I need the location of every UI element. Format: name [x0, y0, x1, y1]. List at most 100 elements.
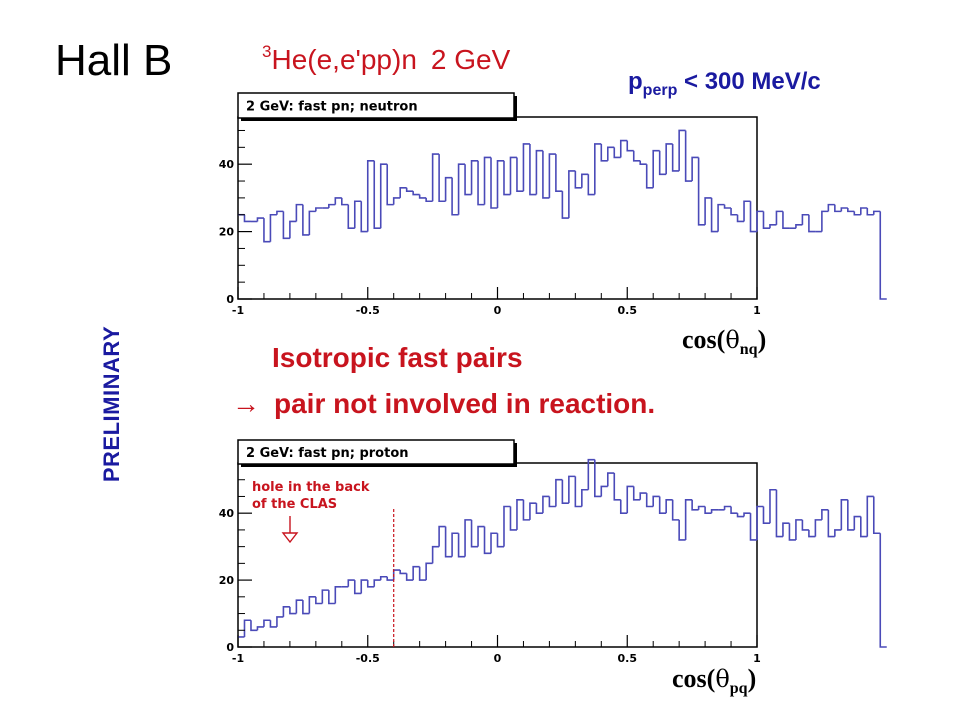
histogram-bin: [594, 143, 602, 195]
histogram-bin: [256, 626, 264, 631]
histogram-bin: [405, 187, 414, 192]
histogram-bin: [658, 496, 667, 514]
histogram-bin: [652, 495, 660, 507]
histogram-bin: [250, 620, 258, 632]
histogram-bin: [516, 499, 524, 530]
histogram-bin: [522, 499, 530, 521]
histogram-bin: [425, 197, 433, 203]
histogram-bin: [697, 505, 706, 510]
histogram-bin: [678, 519, 686, 541]
histogram-bin: [801, 519, 809, 531]
histogram-bin: [762, 211, 770, 230]
histogram-bin: [581, 488, 589, 507]
x-axis-label-prefix: cos(: [672, 664, 716, 693]
x-tick-label: -0.5: [356, 304, 380, 317]
histogram-bin: [263, 619, 271, 627]
histogram-bin: [840, 207, 848, 212]
histogram-bin: [723, 505, 732, 510]
histogram-bin: [412, 191, 420, 196]
histogram-bin: [866, 495, 874, 537]
down-arrow-icon: [281, 516, 299, 544]
histogram-bin: [509, 156, 517, 195]
histogram-bin: [639, 160, 647, 165]
x-tick-label: 0: [494, 652, 502, 665]
histogram-bin: [315, 207, 323, 212]
plot-title-box: [237, 439, 515, 465]
histogram-bin: [464, 519, 472, 557]
reaction-isotope-superscript: 3: [262, 41, 272, 61]
histogram-bin: [328, 590, 336, 605]
plot-frame: [237, 462, 758, 648]
axes: 0 20 40 -1 -0.5 0 0.5 1: [219, 129, 761, 317]
histogram-bin: [347, 579, 355, 587]
plot-title: 2 GeV: fast pn; proton: [246, 446, 409, 461]
histogram-bin: [444, 526, 453, 558]
histogram-bin: [606, 146, 615, 161]
y-tick-label: 40: [219, 158, 235, 171]
histogram-bin: [341, 197, 349, 206]
histogram-bin: [353, 580, 362, 595]
histogram-bin: [568, 170, 576, 219]
histogram-bin: [522, 143, 530, 192]
histogram-bin: [632, 150, 641, 162]
histogram-bin: [619, 499, 628, 514]
theta-symbol: θ: [715, 665, 730, 693]
histogram-bin: [872, 210, 881, 215]
reaction-label: 3He(e,e'pp)n 2 GeV: [262, 41, 510, 76]
x-tick-label: 1: [753, 652, 761, 665]
histogram-bin: [269, 620, 277, 628]
histogram-bin: [795, 519, 803, 540]
histogram-bin: [736, 214, 745, 223]
histogram-bin: [587, 458, 595, 490]
histogram-bin: [535, 503, 543, 514]
histogram-bin: [457, 533, 466, 558]
histogram-bin: [425, 562, 433, 581]
histogram-bin: [334, 197, 342, 205]
histogram-bin: [782, 211, 790, 230]
x-tick-label: 0.5: [618, 304, 638, 317]
histogram-bin: [581, 173, 589, 188]
histogram-bin: [496, 533, 504, 548]
y-tick-label: 40: [219, 507, 235, 520]
x-tick-label: -0.5: [356, 652, 380, 665]
histogram-bin: [373, 579, 381, 587]
axes: 0 20 40 -1 -0.5 0 0.5 1: [219, 462, 761, 665]
histogram-bin: [464, 164, 472, 196]
histogram-bin: [503, 160, 511, 196]
histogram-bin: [470, 160, 479, 195]
clas-hole-annotation: hole in the back of the CLAS: [252, 480, 395, 647]
histogram-bin: [444, 176, 453, 202]
histogram-bin: [418, 566, 427, 581]
histogram-bin: [736, 513, 745, 518]
histogram-bin: [671, 143, 680, 172]
y-tick-label: 20: [219, 226, 235, 239]
histogram-bin: [308, 596, 316, 614]
histogram-bin: [808, 214, 816, 233]
histogram-bin: [782, 522, 790, 537]
histogram-bin: [295, 203, 303, 222]
histogram-bin: [477, 160, 485, 206]
histogram-bin: [658, 150, 667, 176]
y-tick-label: 20: [219, 574, 235, 587]
conclusion-text: pair not involved in reaction.: [274, 388, 656, 419]
histogram-bin: [334, 585, 342, 604]
histogram-bin: [600, 143, 608, 162]
histogram-bin: [418, 194, 427, 199]
histogram-bin: [866, 208, 874, 216]
histogram-bin: [405, 573, 414, 581]
neutron-histogram-panel: 0 20 40 -1 -0.5 0 0.5 1 2 GeV: fast pn; neutron: [219, 92, 887, 317]
histogram-bin: [529, 143, 537, 196]
histogram-bin: [684, 499, 693, 540]
histogram-bin: [671, 499, 680, 521]
x-axis-label-subscript: pq: [729, 680, 748, 698]
histogram-bin: [483, 156, 492, 205]
histogram-bin: [451, 177, 459, 216]
histogram-bin: [263, 218, 271, 243]
histogram-bin: [451, 532, 459, 557]
histogram-bin: [847, 208, 855, 213]
reaction-formula: He(e,e'pp)n: [271, 44, 417, 75]
histogram-bin: [821, 210, 829, 232]
histogram-bin: [308, 210, 316, 235]
x-axis-label-suffix: ): [747, 664, 757, 693]
